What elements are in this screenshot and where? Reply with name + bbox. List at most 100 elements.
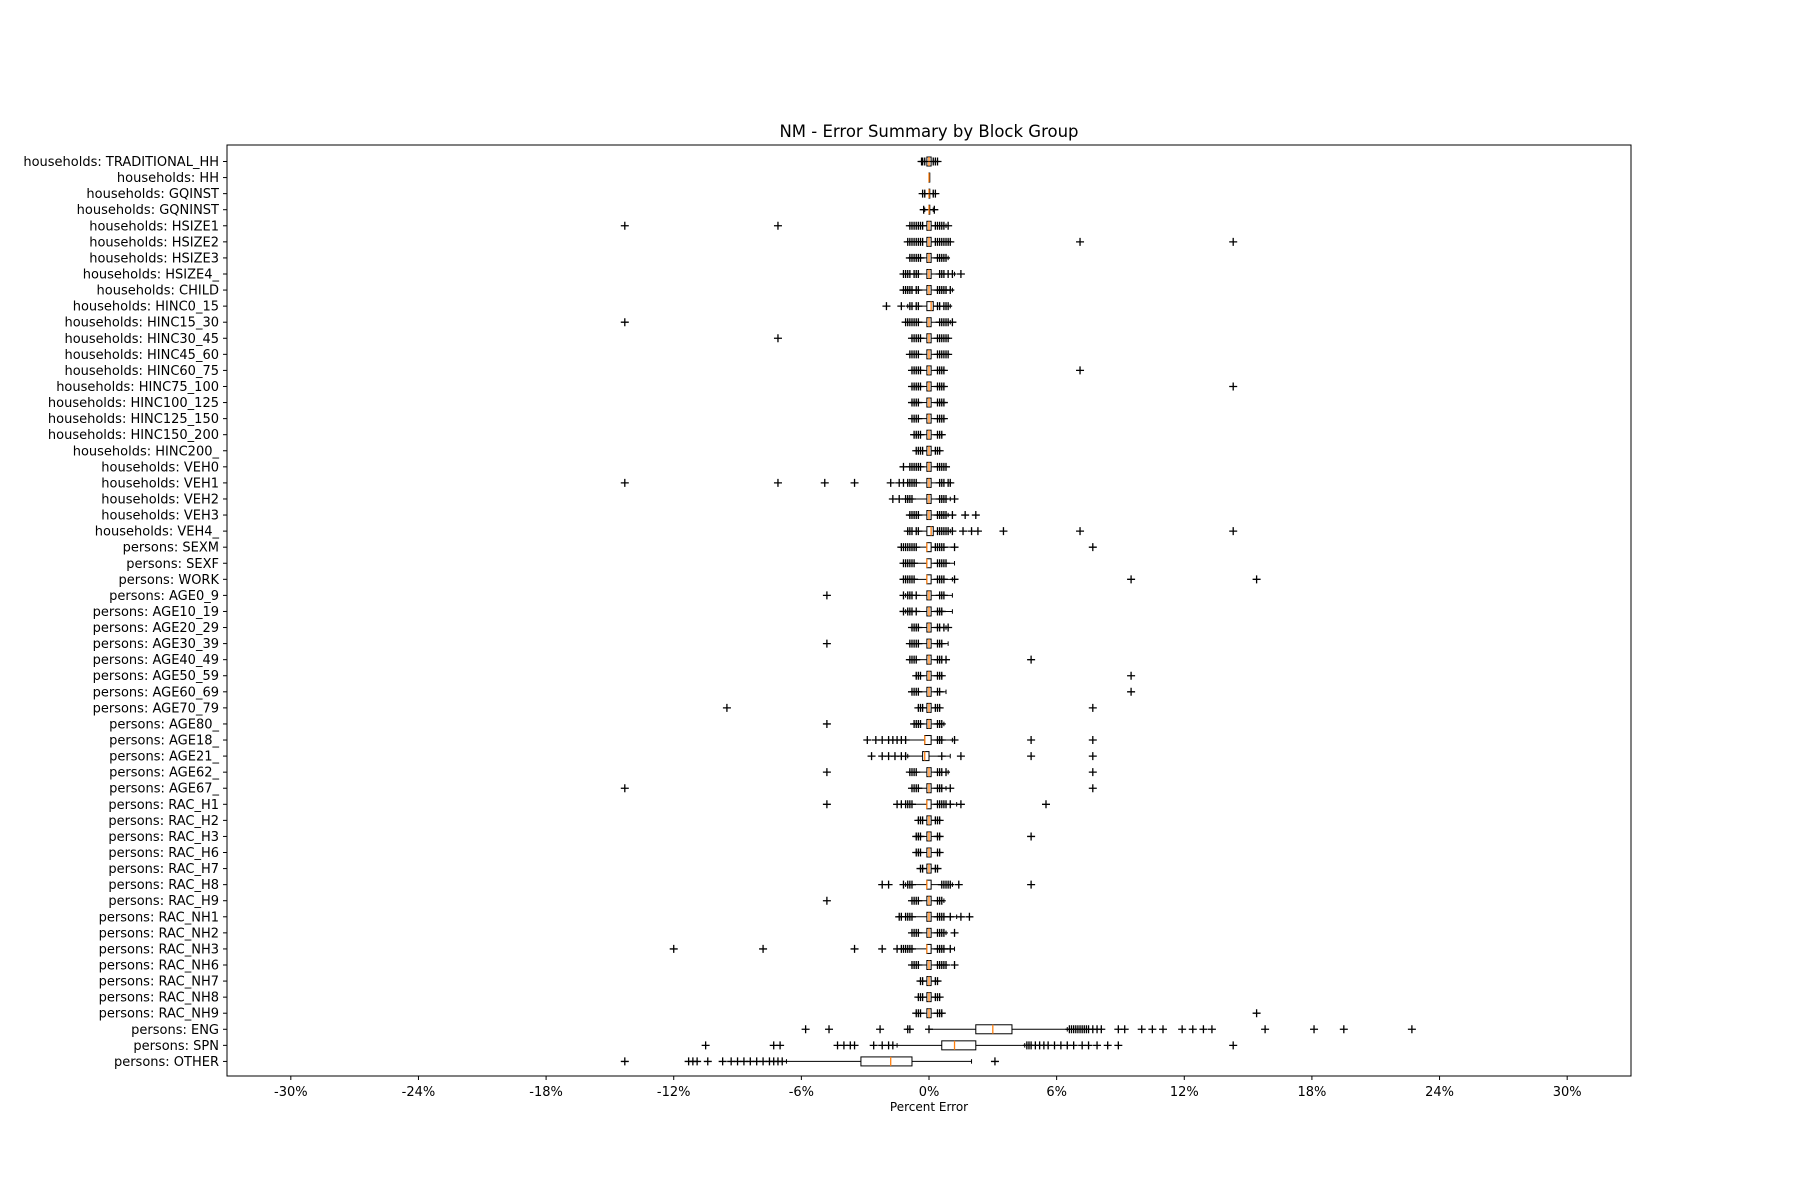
outlier-marker bbox=[914, 623, 923, 632]
outlier-marker bbox=[937, 430, 946, 439]
outlier-marker bbox=[948, 318, 957, 327]
outlier-marker bbox=[1027, 752, 1036, 761]
outlier-marker bbox=[916, 253, 925, 262]
outlier-marker bbox=[935, 832, 944, 841]
outlier-marker bbox=[1261, 1025, 1270, 1034]
outlier-marker bbox=[914, 286, 923, 295]
outlier-marker bbox=[912, 607, 921, 616]
outlier-marker bbox=[850, 478, 859, 487]
box-2 bbox=[928, 172, 931, 183]
outlier-marker bbox=[939, 575, 948, 584]
category-label: persons: RAC_H3 bbox=[108, 830, 219, 845]
outlier-marker bbox=[1229, 237, 1238, 246]
outlier-marker bbox=[944, 350, 953, 359]
box-57 bbox=[785, 1056, 973, 1067]
x-tick-label: -6% bbox=[789, 1085, 814, 1100]
outlier-marker bbox=[950, 575, 959, 584]
box-iqr bbox=[926, 301, 934, 312]
outlier-marker bbox=[939, 591, 948, 600]
outlier-marker bbox=[916, 671, 925, 680]
outlier-marker bbox=[822, 591, 831, 600]
outlier-marker bbox=[1027, 832, 1036, 841]
outlier-marker bbox=[620, 784, 629, 793]
outlier-marker bbox=[944, 302, 953, 311]
outlier-marker bbox=[971, 511, 980, 520]
category-label: households: VEH4_ bbox=[95, 525, 220, 540]
outlier-marker bbox=[1252, 575, 1261, 584]
category-label: persons: AGE62_ bbox=[109, 766, 219, 781]
category-label: households: HINC75_100 bbox=[56, 380, 219, 395]
outlier-marker bbox=[869, 1041, 878, 1050]
outlier-marker bbox=[942, 961, 951, 969]
outlier-marker bbox=[914, 961, 923, 969]
x-tick-label: -12% bbox=[657, 1085, 691, 1100]
outlier-marker bbox=[912, 591, 921, 600]
category-label: persons: RAC_NH9 bbox=[99, 1007, 219, 1022]
outlier-marker bbox=[620, 1057, 629, 1066]
outlier-marker bbox=[939, 928, 948, 937]
outlier-marker bbox=[946, 237, 955, 246]
category-label: persons: SEXM bbox=[123, 541, 219, 556]
outlier-marker bbox=[912, 655, 921, 664]
outlier-marker bbox=[920, 157, 929, 166]
category-label: persons: AGE67_ bbox=[109, 782, 219, 797]
outlier-marker bbox=[1084, 1041, 1093, 1050]
category-label: persons: WORK bbox=[119, 573, 220, 588]
category-label: households: HH bbox=[117, 171, 219, 186]
outlier-marker bbox=[939, 414, 948, 423]
outlier-marker bbox=[942, 768, 951, 777]
outlier-marker bbox=[916, 366, 925, 375]
category-label: households: VEH3 bbox=[101, 509, 219, 524]
outlier-marker bbox=[1042, 800, 1050, 809]
outlier-marker bbox=[937, 719, 946, 728]
x-tick-label: -30% bbox=[274, 1085, 308, 1100]
category-label: persons: RAC_NH1 bbox=[99, 910, 219, 925]
outlier-marker bbox=[931, 189, 940, 198]
category-label: persons: AGE30_39 bbox=[93, 637, 219, 652]
category-label: persons: RAC_H1 bbox=[108, 798, 219, 813]
outlier-marker bbox=[914, 928, 923, 937]
outlier-marker bbox=[1097, 1025, 1106, 1034]
outlier-marker bbox=[999, 527, 1008, 536]
outlier-marker bbox=[935, 816, 944, 825]
category-label: persons: AGE10_19 bbox=[93, 605, 219, 620]
outlier-marker bbox=[1207, 1025, 1216, 1034]
outlier-marker bbox=[703, 1057, 712, 1066]
outlier-marker bbox=[1159, 1025, 1167, 1034]
outlier-marker bbox=[1103, 1041, 1112, 1050]
outlier-marker bbox=[914, 398, 923, 407]
category-label: households: HINC15_30 bbox=[64, 316, 219, 331]
outlier-marker bbox=[1069, 1041, 1078, 1050]
outlier-marker bbox=[1088, 703, 1097, 712]
category-label: households: HINC100_125 bbox=[48, 396, 219, 411]
outlier-marker bbox=[935, 993, 944, 1002]
x-tick-label: 24% bbox=[1425, 1085, 1454, 1100]
x-axis: -30% -24% -18% -12% -6% 0% 6% 12% 18% 24% 30% bbox=[274, 1076, 1582, 1100]
outlier-marker bbox=[961, 511, 970, 520]
outlier-marker bbox=[822, 800, 831, 809]
outlier-marker bbox=[939, 398, 948, 407]
outlier-marker bbox=[939, 543, 948, 552]
outlier-marker bbox=[1229, 1041, 1238, 1050]
category-label: persons: RAC_H6 bbox=[108, 846, 219, 861]
outlier-marker bbox=[884, 880, 893, 889]
outlier-marker bbox=[1027, 655, 1036, 664]
outlier-marker bbox=[930, 205, 939, 214]
outlier-marker bbox=[1076, 366, 1085, 375]
category-label: persons: ENG bbox=[131, 1023, 219, 1038]
outlier-marker bbox=[1088, 752, 1097, 761]
outlier-marker bbox=[1093, 1041, 1102, 1050]
category-label: households: HSIZE4_ bbox=[83, 267, 220, 282]
outlier-marker bbox=[946, 800, 955, 809]
category-label: households: TRADITIONAL_HH bbox=[23, 155, 219, 170]
category-label: persons: RAC_NH2 bbox=[99, 926, 219, 941]
category-label: households: HINC30_45 bbox=[64, 332, 219, 347]
outlier-marker bbox=[935, 687, 944, 696]
category-label: households: VEH1 bbox=[101, 476, 219, 491]
outlier-marker bbox=[882, 302, 891, 311]
outlier-marker bbox=[867, 752, 876, 761]
category-label: persons: RAC_H8 bbox=[108, 878, 219, 893]
category-label: persons: RAC_H9 bbox=[108, 894, 219, 909]
